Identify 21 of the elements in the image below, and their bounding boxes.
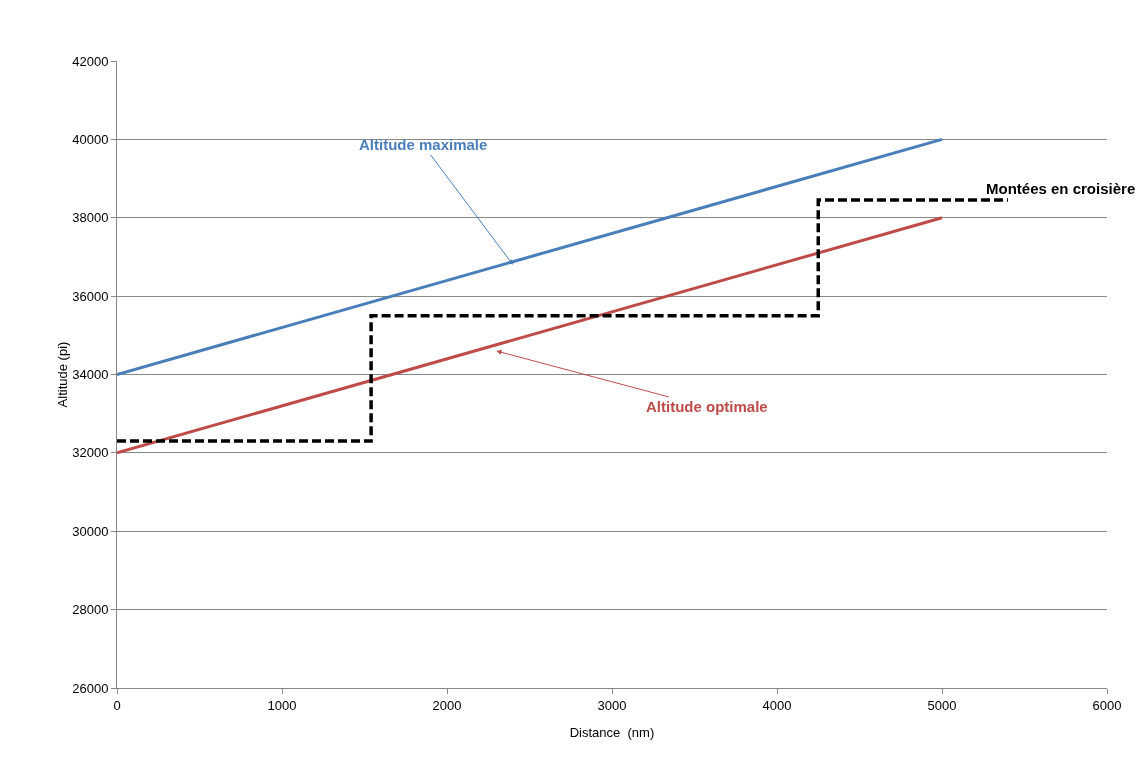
x-tick-label: 2000 [432, 697, 462, 713]
x-tick-label: 3000 [597, 697, 627, 713]
x-axis-title: Distance (nm) [569, 725, 655, 740]
x-tick-label: 1000 [267, 697, 297, 713]
annotation: Altitude optimale [646, 398, 768, 415]
y-tick-label: 40000 [72, 131, 109, 147]
y-tick-label: 26000 [72, 680, 109, 696]
annotation: Montées en croisière [986, 180, 1136, 197]
y-tick-label: 30000 [72, 523, 109, 539]
y-tick-label: 38000 [72, 210, 109, 226]
y-tick-label: 28000 [72, 602, 109, 618]
y-tick-label: 32000 [72, 445, 109, 461]
x-tick-label: 6000 [1092, 697, 1122, 713]
y-axis-title: Altitude (pi) [55, 341, 71, 408]
x-tick-label: 5000 [927, 697, 957, 713]
annotation: Altitude maximale [359, 136, 488, 153]
y-tick-label: 34000 [72, 367, 109, 383]
x-tick-label: 0 [113, 697, 121, 713]
y-tick-label: 42000 [72, 53, 109, 69]
y-tick-label: 36000 [72, 288, 109, 304]
x-tick-label: 4000 [762, 697, 792, 713]
